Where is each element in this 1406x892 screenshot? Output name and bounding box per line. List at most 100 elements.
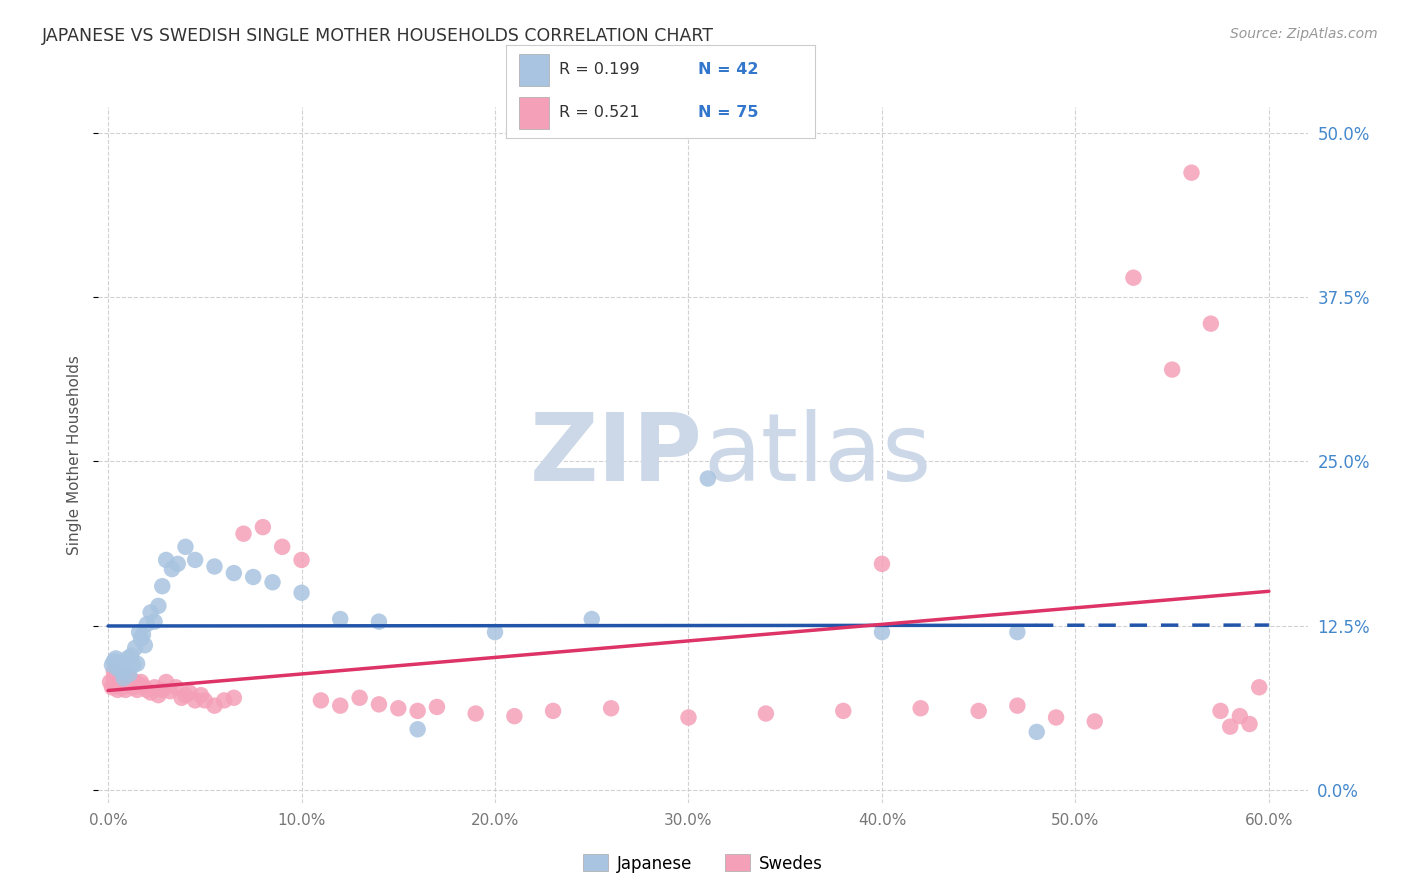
Point (124, 675, 146, 690)
Point (870, 625, 893, 640)
Point (98, 675, 121, 690)
Point (128, 678, 150, 692)
Point (160, 562, 183, 576)
Point (1239, 717, 1261, 731)
Point (143, 615, 166, 629)
FancyBboxPatch shape (519, 54, 550, 86)
Point (1025, 725, 1047, 739)
Text: N = 75: N = 75 (697, 105, 758, 120)
Point (696, 471, 718, 485)
Point (1161, 362, 1184, 376)
Point (484, 625, 506, 640)
Point (117, 679, 139, 693)
Point (1045, 710, 1067, 724)
Point (1084, 714, 1107, 729)
Point (107, 673, 129, 688)
Point (184, 693, 207, 707)
Point (290, 586, 312, 600)
Text: ZIP: ZIP (530, 409, 703, 501)
Point (114, 660, 136, 674)
Point (242, 570, 264, 584)
Text: JAPANESE VS SWEDISH SINGLE MOTHER HOUSEHOLDS CORRELATION CHART: JAPANESE VS SWEDISH SINGLE MOTHER HOUSEH… (42, 27, 714, 45)
Point (148, 688, 170, 702)
Point (870, 557, 893, 571)
Point (166, 557, 188, 571)
Point (309, 693, 332, 707)
Point (406, 723, 429, 737)
Point (114, 682, 136, 697)
Point (132, 679, 155, 693)
Point (129, 675, 152, 690)
Point (232, 526, 254, 541)
Point (1007, 625, 1029, 640)
Point (190, 688, 212, 702)
Text: R = 0.199: R = 0.199 (558, 62, 640, 78)
Point (139, 685, 162, 699)
Point (129, 632, 152, 646)
FancyBboxPatch shape (519, 97, 550, 129)
Point (150, 682, 173, 697)
Point (1199, 317, 1222, 331)
Point (134, 638, 156, 652)
Point (101, 657, 124, 672)
Point (368, 615, 391, 629)
Point (174, 688, 197, 702)
Text: atlas: atlas (703, 409, 931, 501)
Point (541, 704, 564, 718)
Point (406, 704, 429, 718)
Point (184, 553, 207, 567)
Point (104, 678, 127, 692)
Legend: Japanese, Swedes: Japanese, Swedes (576, 847, 830, 880)
Point (108, 656, 131, 670)
Point (174, 540, 197, 554)
Point (132, 628, 155, 642)
Point (194, 693, 217, 707)
Point (165, 680, 187, 694)
Point (910, 701, 932, 715)
Point (832, 704, 855, 718)
Point (114, 675, 136, 690)
Point (118, 667, 141, 681)
Point (135, 617, 157, 632)
Point (104, 651, 127, 665)
Point (967, 704, 990, 718)
Point (124, 640, 146, 655)
Point (103, 665, 125, 679)
Point (1122, 270, 1144, 285)
Point (120, 648, 142, 663)
Point (271, 540, 294, 554)
Point (139, 606, 162, 620)
Point (387, 701, 409, 715)
Y-axis label: Single Mother Households: Single Mother Households (67, 355, 83, 555)
Point (117, 673, 139, 687)
Point (150, 579, 173, 593)
Point (1209, 704, 1232, 718)
Point (426, 700, 449, 714)
Point (103, 671, 125, 685)
Point (1229, 709, 1251, 723)
Point (600, 701, 623, 715)
Point (112, 670, 135, 684)
Point (290, 553, 312, 567)
Point (155, 675, 177, 690)
Point (117, 651, 139, 665)
Point (678, 710, 700, 724)
Point (118, 671, 141, 685)
Point (179, 685, 201, 699)
Point (148, 599, 170, 613)
Point (170, 690, 193, 705)
Point (120, 678, 142, 692)
Point (581, 612, 603, 626)
Point (112, 678, 135, 692)
Point (104, 670, 127, 684)
Point (1249, 680, 1271, 694)
Point (349, 690, 371, 705)
Point (755, 706, 778, 721)
Point (368, 698, 391, 712)
Point (222, 690, 245, 705)
Point (204, 698, 226, 713)
Point (128, 625, 150, 640)
Point (143, 680, 166, 694)
Point (107, 662, 129, 676)
Point (212, 693, 235, 707)
